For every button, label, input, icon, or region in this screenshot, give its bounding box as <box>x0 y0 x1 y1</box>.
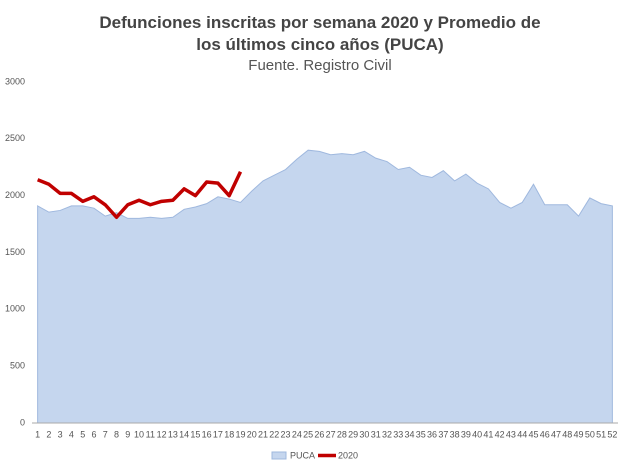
x-tick-label: 18 <box>224 429 234 439</box>
x-tick-label: 41 <box>483 429 493 439</box>
x-tick-label: 44 <box>517 429 527 439</box>
chart-subtitle: Fuente. Registro Civil <box>248 57 392 74</box>
x-tick-label: 10 <box>134 429 144 439</box>
x-tick-label: 21 <box>258 429 268 439</box>
legend-label: PUCA <box>290 450 315 460</box>
x-tick-label: 42 <box>495 429 505 439</box>
x-tick-label: 12 <box>157 429 167 439</box>
x-tick-label: 1 <box>35 429 40 439</box>
y-tick-label: 2500 <box>5 133 25 143</box>
x-tick-label: 24 <box>292 429 302 439</box>
x-tick-label: 3 <box>58 429 63 439</box>
legend-label: 2020 <box>338 450 358 460</box>
y-tick-label: 3000 <box>5 76 25 86</box>
x-tick-label: 17 <box>213 429 223 439</box>
x-tick-label: 50 <box>585 429 595 439</box>
x-tick-label: 37 <box>438 429 448 439</box>
y-tick-label: 1000 <box>5 304 25 314</box>
x-tick-label: 40 <box>472 429 482 439</box>
x-tick-label: 36 <box>427 429 437 439</box>
x-tick-label: 32 <box>382 429 392 439</box>
area <box>37 149 613 424</box>
x-tick-label: 45 <box>528 429 538 439</box>
x-tick-label: 29 <box>348 429 358 439</box>
x-tick-label: 13 <box>168 429 178 439</box>
x-tick-label: 48 <box>562 429 572 439</box>
x-tick-label: 46 <box>540 429 550 439</box>
y-tick-label: 2000 <box>5 190 25 200</box>
x-tick-label: 39 <box>461 429 471 439</box>
x-tick-label: 2 <box>46 429 51 439</box>
x-tick-label: 52 <box>607 429 617 439</box>
x-tick-label: 5 <box>80 429 85 439</box>
x-tick-label: 14 <box>179 429 189 439</box>
x-tick-label: 31 <box>371 429 381 439</box>
x-tick-label: 19 <box>235 429 245 439</box>
x-tick-label: 28 <box>337 429 347 439</box>
x-tick-label: 49 <box>574 429 584 439</box>
x-tick-label: 33 <box>393 429 403 439</box>
x-tick-label: 9 <box>125 429 130 439</box>
x-tick-label: 11 <box>146 429 155 439</box>
chart-title: Defunciones inscritas por semana 2020 y … <box>99 13 541 54</box>
x-tick-label: 20 <box>247 429 257 439</box>
x-tick-label: 47 <box>551 429 561 439</box>
x-tick-label: 15 <box>190 429 200 439</box>
line <box>36 171 243 220</box>
x-tick-label: 6 <box>91 429 96 439</box>
x-tick-label: 23 <box>281 429 291 439</box>
x-tick-label: 51 <box>596 429 606 439</box>
x-tick-label: 4 <box>69 429 74 439</box>
y-tick-label: 0 <box>20 417 25 427</box>
x-tick-label: 8 <box>114 429 119 439</box>
y-tick-label: 500 <box>10 361 25 371</box>
x-tick-label: 16 <box>202 429 212 439</box>
x-tick-label: 27 <box>326 429 336 439</box>
x-tick-label: 38 <box>450 429 460 439</box>
x-tick-label: 26 <box>314 429 324 439</box>
y-tick-label: 1500 <box>5 247 25 257</box>
x-tick-label: 43 <box>506 429 516 439</box>
legend-swatch <box>271 451 287 460</box>
x-tick-label: 7 <box>103 429 108 439</box>
x-tick-label: 22 <box>269 429 279 439</box>
x-tick-label: 35 <box>416 429 426 439</box>
x-tick-label: 30 <box>359 429 369 439</box>
x-tick-label: 34 <box>405 429 415 439</box>
x-tick-label: 25 <box>303 429 313 439</box>
